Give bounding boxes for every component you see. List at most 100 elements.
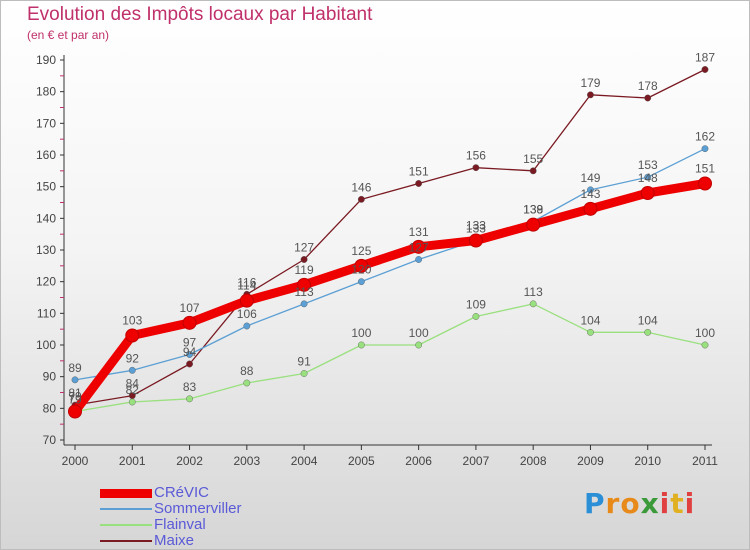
data-label-cr-vic: 79 xyxy=(68,390,82,404)
x-tick-label: 2003 xyxy=(233,454,260,468)
logo-letter: i xyxy=(659,487,671,520)
data-label-flainval: 82 xyxy=(126,383,140,397)
data-point-cr-vic xyxy=(698,176,712,191)
data-label-flainval: 91 xyxy=(297,355,311,369)
data-label-cr-vic: 133 xyxy=(466,219,486,233)
data-label-maixe: 178 xyxy=(638,79,658,93)
data-point-cr-vic xyxy=(468,233,483,248)
data-point-sommerviller xyxy=(357,278,365,286)
data-point-sommerviller xyxy=(186,351,193,358)
logo-letter: i xyxy=(684,487,696,520)
data-label-sommerviller: 153 xyxy=(638,158,658,172)
logo-letter: r xyxy=(605,487,621,520)
legend-item-flainval: Flainval xyxy=(100,517,242,533)
legend-swatch xyxy=(100,540,152,542)
data-label-maixe: 155 xyxy=(523,152,543,166)
x-tick-label: 2008 xyxy=(520,454,547,468)
legend-label: CRéVIC xyxy=(154,484,210,501)
data-point-sommerviller xyxy=(644,173,652,181)
data-point-sommerviller xyxy=(415,256,423,263)
logo-letter: x xyxy=(640,487,660,520)
y-tick-label: 150 xyxy=(36,180,56,194)
data-point-maixe xyxy=(587,91,594,99)
x-tick-label: 2005 xyxy=(348,454,375,468)
data-point-maixe xyxy=(415,180,423,187)
legend-label: Maixe xyxy=(154,532,195,549)
logo-letter: t xyxy=(670,487,685,520)
data-point-cr-vic xyxy=(354,258,369,273)
data-label-cr-vic: 143 xyxy=(580,187,600,201)
axes: 70 80 90 100 110 120 130 140 150 160 170 180 190 2000… xyxy=(36,53,718,468)
y-tick-label: 160 xyxy=(36,148,56,162)
data-label-sommerviller: 106 xyxy=(237,307,257,321)
data-point-flainval xyxy=(357,341,365,349)
legend-item-sommerviller: Sommerviller xyxy=(100,501,242,517)
data-point-sommerviller xyxy=(71,376,79,384)
data-label-sommerviller: 92 xyxy=(126,351,140,365)
data-point-flainval xyxy=(701,341,709,349)
y-tick-label: 70 xyxy=(43,433,57,447)
data-point-cr-vic xyxy=(526,217,541,232)
y-tick-label: 140 xyxy=(36,211,56,225)
data-point-sommerviller xyxy=(300,300,308,308)
data-label-maixe: 187 xyxy=(695,51,715,65)
y-tick-label: 120 xyxy=(36,275,56,289)
x-tick-label: 2004 xyxy=(291,454,318,468)
data-label-maixe: 127 xyxy=(294,241,314,255)
y-tick-label: 180 xyxy=(36,85,56,99)
x-tick-label: 2010 xyxy=(634,454,661,468)
data-labels-layer: 81 84 94 116 127 146 151 156 155 179 178 187 89 92 97 1… xyxy=(68,51,715,407)
data-point-flainval xyxy=(300,370,308,377)
data-point-sommerviller xyxy=(587,186,594,194)
data-label-sommerviller: 89 xyxy=(68,361,82,375)
data-label-cr-vic: 119 xyxy=(295,263,314,277)
data-label-sommerviller: 162 xyxy=(695,130,715,144)
data-label-cr-vic: 131 xyxy=(409,225,429,239)
data-point-maixe xyxy=(357,195,365,203)
data-point-cr-vic xyxy=(239,293,254,308)
data-label-maixe: 146 xyxy=(351,180,371,194)
data-point-flainval xyxy=(587,328,594,336)
series-layer xyxy=(68,66,712,419)
proxiti-logo: Proxiti xyxy=(584,487,695,520)
data-point-maixe xyxy=(472,164,480,172)
x-tick-label: 2009 xyxy=(577,454,604,468)
data-point-flainval xyxy=(128,398,136,406)
data-label-maixe: 84 xyxy=(126,377,140,391)
data-label-flainval: 109 xyxy=(466,298,486,312)
x-tick-label: 2001 xyxy=(119,454,146,468)
chart-subtitle: (en € et par an) xyxy=(27,28,110,42)
legend-item-cr-vic: CRéVIC xyxy=(100,485,242,501)
data-point-flainval xyxy=(415,341,423,349)
data-point-cr-vic xyxy=(640,186,655,200)
data-label-sommerviller: 113 xyxy=(295,285,314,299)
data-label-flainval: 104 xyxy=(638,313,658,327)
data-label-maixe: 81 xyxy=(68,386,82,400)
data-point-flainval xyxy=(472,313,480,320)
data-point-sommerviller xyxy=(243,322,251,330)
data-point-sommerviller xyxy=(701,145,709,153)
data-label-maixe: 151 xyxy=(409,165,429,179)
data-point-cr-vic xyxy=(411,239,426,254)
data-label-flainval: 83 xyxy=(183,380,197,394)
x-tick-label: 2007 xyxy=(463,454,490,468)
data-label-cr-vic: 103 xyxy=(122,314,142,328)
data-point-flainval xyxy=(644,328,652,336)
legend-item-maixe: Maixe xyxy=(100,533,242,549)
data-point-maixe xyxy=(186,360,193,368)
data-point-maixe xyxy=(529,167,537,175)
data-label-sommerviller: 120 xyxy=(351,263,371,277)
y-tick-label: 110 xyxy=(37,306,56,320)
x-tick-label: 2011 xyxy=(692,454,718,468)
data-label-cr-vic: 107 xyxy=(180,301,200,315)
chart-title: Evolution des Impôts locaux par Habitant xyxy=(27,4,373,25)
data-label-maixe: 116 xyxy=(237,275,256,289)
x-tick-label: 2006 xyxy=(405,454,432,468)
series-line-sommerviller xyxy=(74,148,706,381)
data-point-maixe xyxy=(701,66,709,73)
series-line-cr-vic xyxy=(70,179,710,416)
data-label-flainval: 104 xyxy=(580,313,600,327)
legend-label: Flainval xyxy=(154,516,206,533)
